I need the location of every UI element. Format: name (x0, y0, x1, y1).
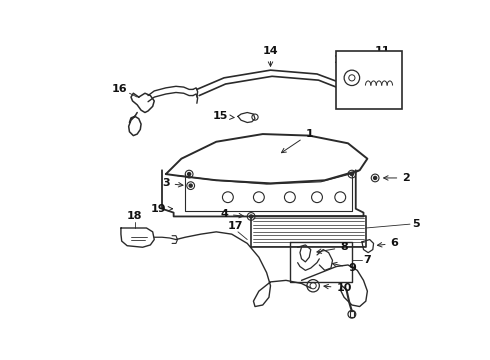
Text: 10: 10 (324, 283, 352, 293)
Text: 16: 16 (112, 84, 127, 94)
Text: 2: 2 (384, 173, 410, 183)
Text: 4: 4 (220, 209, 244, 219)
Text: 9: 9 (332, 262, 356, 273)
Circle shape (373, 176, 377, 180)
Circle shape (249, 215, 253, 218)
Text: 13: 13 (334, 55, 347, 65)
Text: 5: 5 (413, 219, 420, 229)
Text: 19: 19 (150, 204, 172, 214)
Text: 3: 3 (162, 178, 183, 188)
Circle shape (350, 172, 353, 176)
Text: 17: 17 (228, 221, 244, 231)
Text: 18: 18 (127, 211, 143, 221)
Text: 1: 1 (281, 129, 313, 153)
FancyBboxPatch shape (336, 51, 402, 109)
Circle shape (189, 184, 192, 187)
Text: 12: 12 (354, 61, 368, 71)
Text: 15: 15 (213, 111, 234, 121)
Text: 6: 6 (377, 238, 398, 248)
Text: 14: 14 (263, 46, 278, 66)
Text: 11: 11 (375, 46, 391, 56)
Text: 7: 7 (364, 255, 371, 265)
Text: 8: 8 (317, 242, 348, 253)
Circle shape (188, 172, 191, 176)
